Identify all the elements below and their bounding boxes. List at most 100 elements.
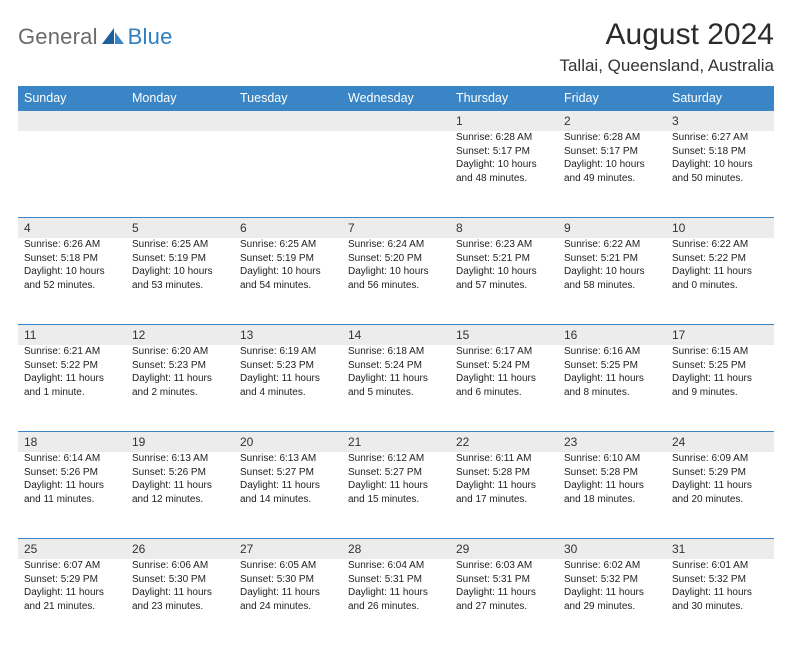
weekday-header: Thursday — [450, 86, 558, 111]
sunset-text: Sunset: 5:17 PM — [564, 145, 660, 159]
day-number: 5 — [126, 218, 234, 238]
day-number: 24 — [666, 432, 774, 452]
day-number: 10 — [666, 218, 774, 238]
weekday-header: Sunday — [18, 86, 126, 111]
sunset-text: Sunset: 5:22 PM — [672, 252, 768, 266]
sunrise-text: Sunrise: 6:15 AM — [672, 345, 768, 359]
calendar-cell: Sunrise: 6:09 AMSunset: 5:29 PMDaylight:… — [666, 452, 774, 538]
day-number: 4 — [18, 218, 126, 238]
sunrise-text: Sunrise: 6:28 AM — [564, 131, 660, 145]
daylight-text: Daylight: 11 hours and 1 minute. — [24, 372, 120, 399]
calendar-cell: Sunrise: 6:11 AMSunset: 5:28 PMDaylight:… — [450, 452, 558, 538]
calendar-cell: Sunrise: 6:27 AMSunset: 5:18 PMDaylight:… — [666, 131, 774, 217]
sunset-text: Sunset: 5:32 PM — [564, 573, 660, 587]
sunset-text: Sunset: 5:29 PM — [672, 466, 768, 480]
calendar-cell: Sunrise: 6:13 AMSunset: 5:27 PMDaylight:… — [234, 452, 342, 538]
daylight-text: Daylight: 10 hours and 56 minutes. — [348, 265, 444, 292]
sunrise-text: Sunrise: 6:22 AM — [672, 238, 768, 252]
weekday-header: Saturday — [666, 86, 774, 111]
sunrise-text: Sunrise: 6:16 AM — [564, 345, 660, 359]
daylight-text: Daylight: 11 hours and 21 minutes. — [24, 586, 120, 613]
day-number-row: 45678910 — [18, 218, 774, 238]
sunrise-text: Sunrise: 6:20 AM — [132, 345, 228, 359]
sunset-text: Sunset: 5:30 PM — [132, 573, 228, 587]
location-subtitle: Tallai, Queensland, Australia — [559, 56, 774, 76]
sunset-text: Sunset: 5:26 PM — [132, 466, 228, 480]
sunset-text: Sunset: 5:20 PM — [348, 252, 444, 266]
daylight-text: Daylight: 10 hours and 50 minutes. — [672, 158, 768, 185]
calendar-cell: Sunrise: 6:26 AMSunset: 5:18 PMDaylight:… — [18, 238, 126, 324]
sunset-text: Sunset: 5:25 PM — [564, 359, 660, 373]
logo: General Blue — [18, 18, 173, 50]
daylight-text: Daylight: 11 hours and 2 minutes. — [132, 372, 228, 399]
calendar-cell: Sunrise: 6:02 AMSunset: 5:32 PMDaylight:… — [558, 559, 666, 645]
daylight-text: Daylight: 11 hours and 5 minutes. — [348, 372, 444, 399]
day-number: 19 — [126, 432, 234, 452]
calendar-cell — [126, 131, 234, 217]
sunset-text: Sunset: 5:23 PM — [132, 359, 228, 373]
day-number: 22 — [450, 432, 558, 452]
title-block: August 2024 Tallai, Queensland, Australi… — [559, 18, 774, 76]
day-number: 25 — [18, 539, 126, 559]
daylight-text: Daylight: 10 hours and 52 minutes. — [24, 265, 120, 292]
calendar-cell: Sunrise: 6:12 AMSunset: 5:27 PMDaylight:… — [342, 452, 450, 538]
sunrise-text: Sunrise: 6:28 AM — [456, 131, 552, 145]
sunset-text: Sunset: 5:28 PM — [456, 466, 552, 480]
sunset-text: Sunset: 5:21 PM — [564, 252, 660, 266]
calendar-cell: Sunrise: 6:20 AMSunset: 5:23 PMDaylight:… — [126, 345, 234, 431]
calendar-cell: Sunrise: 6:28 AMSunset: 5:17 PMDaylight:… — [558, 131, 666, 217]
sunset-text: Sunset: 5:30 PM — [240, 573, 336, 587]
weekday-header: Tuesday — [234, 86, 342, 111]
day-number: 16 — [558, 325, 666, 345]
sunrise-text: Sunrise: 6:22 AM — [564, 238, 660, 252]
day-number — [234, 111, 342, 131]
day-number: 28 — [342, 539, 450, 559]
daylight-text: Daylight: 11 hours and 30 minutes. — [672, 586, 768, 613]
sunset-text: Sunset: 5:31 PM — [456, 573, 552, 587]
sunset-text: Sunset: 5:32 PM — [672, 573, 768, 587]
day-number: 27 — [234, 539, 342, 559]
calendar-cell: Sunrise: 6:22 AMSunset: 5:21 PMDaylight:… — [558, 238, 666, 324]
day-number: 30 — [558, 539, 666, 559]
sunset-text: Sunset: 5:18 PM — [672, 145, 768, 159]
calendar-cell: Sunrise: 6:04 AMSunset: 5:31 PMDaylight:… — [342, 559, 450, 645]
calendar-cell: Sunrise: 6:13 AMSunset: 5:26 PMDaylight:… — [126, 452, 234, 538]
calendar-cell: Sunrise: 6:05 AMSunset: 5:30 PMDaylight:… — [234, 559, 342, 645]
calendar-cell: Sunrise: 6:15 AMSunset: 5:25 PMDaylight:… — [666, 345, 774, 431]
calendar-page: General Blue August 2024 Tallai, Queensl… — [0, 0, 792, 655]
day-number: 3 — [666, 111, 774, 131]
page-header: General Blue August 2024 Tallai, Queensl… — [18, 18, 774, 76]
sunset-text: Sunset: 5:17 PM — [456, 145, 552, 159]
sunrise-text: Sunrise: 6:13 AM — [132, 452, 228, 466]
sunset-text: Sunset: 5:19 PM — [240, 252, 336, 266]
calendar-cell: Sunrise: 6:03 AMSunset: 5:31 PMDaylight:… — [450, 559, 558, 645]
calendar-cell: Sunrise: 6:16 AMSunset: 5:25 PMDaylight:… — [558, 345, 666, 431]
sunrise-text: Sunrise: 6:21 AM — [24, 345, 120, 359]
day-number: 14 — [342, 325, 450, 345]
sunset-text: Sunset: 5:29 PM — [24, 573, 120, 587]
sunset-text: Sunset: 5:31 PM — [348, 573, 444, 587]
calendar-cell — [18, 131, 126, 217]
calendar-cell: Sunrise: 6:18 AMSunset: 5:24 PMDaylight:… — [342, 345, 450, 431]
day-number: 12 — [126, 325, 234, 345]
daylight-text: Daylight: 11 hours and 8 minutes. — [564, 372, 660, 399]
sunset-text: Sunset: 5:25 PM — [672, 359, 768, 373]
sunrise-text: Sunrise: 6:24 AM — [348, 238, 444, 252]
day-number: 11 — [18, 325, 126, 345]
daylight-text: Daylight: 11 hours and 9 minutes. — [672, 372, 768, 399]
calendar-cell: Sunrise: 6:24 AMSunset: 5:20 PMDaylight:… — [342, 238, 450, 324]
calendar-header-row: Sunday Monday Tuesday Wednesday Thursday… — [18, 86, 774, 111]
sunrise-text: Sunrise: 6:23 AM — [456, 238, 552, 252]
sunset-text: Sunset: 5:24 PM — [456, 359, 552, 373]
sunrise-text: Sunrise: 6:25 AM — [132, 238, 228, 252]
logo-text-general: General — [18, 24, 98, 50]
calendar-cell: Sunrise: 6:07 AMSunset: 5:29 PMDaylight:… — [18, 559, 126, 645]
calendar-cell: Sunrise: 6:06 AMSunset: 5:30 PMDaylight:… — [126, 559, 234, 645]
sunrise-text: Sunrise: 6:18 AM — [348, 345, 444, 359]
sunrise-text: Sunrise: 6:12 AM — [348, 452, 444, 466]
daylight-text: Daylight: 10 hours and 48 minutes. — [456, 158, 552, 185]
day-number: 15 — [450, 325, 558, 345]
daylight-text: Daylight: 11 hours and 6 minutes. — [456, 372, 552, 399]
sunrise-text: Sunrise: 6:25 AM — [240, 238, 336, 252]
calendar-cell: Sunrise: 6:28 AMSunset: 5:17 PMDaylight:… — [450, 131, 558, 217]
